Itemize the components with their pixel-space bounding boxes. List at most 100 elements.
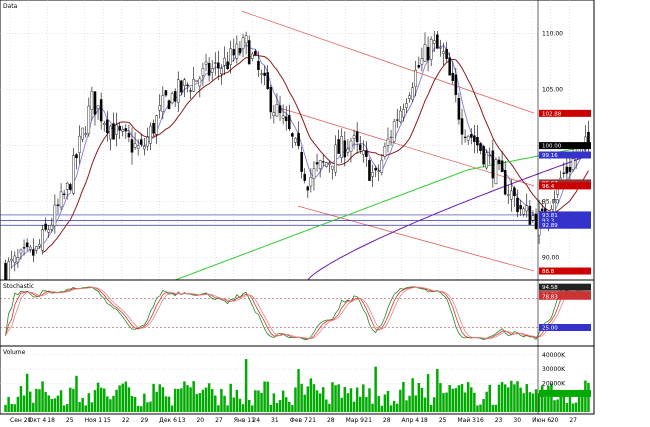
candle-body [217, 62, 220, 69]
stochastic-marker-label: 78.83 [542, 294, 558, 300]
candle-body [343, 140, 347, 158]
candle-body [377, 170, 381, 172]
candle-body [121, 128, 125, 132]
x-tick-label: Сен 20 [10, 417, 32, 424]
candle-body [281, 115, 285, 119]
volume-bar [383, 394, 387, 412]
stochastic-marker-label: 25.00 [542, 326, 558, 332]
volume-bar [53, 398, 57, 412]
volume-bar [343, 386, 347, 412]
candle-body [380, 159, 384, 173]
volume-bar [257, 390, 260, 412]
price-marker-box [539, 142, 591, 150]
volume-bar [399, 389, 402, 412]
volume-bar [112, 395, 115, 412]
candle-body [445, 48, 448, 59]
volume-bar [195, 394, 198, 412]
volume-bar [565, 403, 569, 412]
volume-bar [479, 404, 482, 412]
candle-body [124, 128, 128, 132]
candle-body [47, 229, 51, 233]
candle-body [180, 80, 183, 93]
candle-body [81, 127, 84, 140]
stochastic-lines [5, 285, 589, 341]
price-marker-label: 92.89 [542, 223, 558, 229]
candle-body [473, 135, 476, 142]
candle-body [451, 72, 455, 81]
volume-bar [494, 404, 498, 412]
candle-body [497, 159, 501, 164]
candle-body [479, 143, 482, 151]
volume-bar [500, 382, 504, 412]
volume-bar [309, 378, 313, 412]
volume-bar [235, 389, 239, 412]
candle-body [454, 74, 458, 95]
volume-bar [328, 403, 331, 412]
x-tick-label: Ноя 1 [85, 417, 103, 424]
volume-bar [544, 397, 547, 412]
x-tick-label: 31 [271, 417, 279, 424]
volume-tick-label: 20000K [542, 380, 566, 387]
volume-bar [75, 375, 78, 412]
x-tick-label: 21 [364, 417, 372, 424]
candle-body [106, 119, 109, 134]
candle-body [146, 136, 149, 147]
volume-bar [38, 389, 41, 412]
candle-body [72, 155, 75, 194]
volume-bar [389, 405, 393, 412]
volume-bar [325, 399, 328, 412]
candle-body [149, 125, 152, 144]
stochastic-marker-box [539, 283, 591, 291]
candle-body [59, 191, 63, 208]
x-tick-label: 13 [178, 417, 186, 424]
volume-bar [334, 385, 337, 412]
volume-bar [525, 384, 529, 412]
candle-body [223, 57, 226, 66]
volume-bar [241, 404, 245, 412]
volume-bar [436, 369, 439, 412]
candle-body [183, 79, 186, 86]
candle-body [195, 80, 199, 82]
volume-bar [106, 396, 109, 412]
x-tick-label: 25 [66, 417, 74, 424]
x-tick-label: 24 [252, 417, 260, 424]
price-panel-title: Data [3, 3, 18, 10]
candle-body [309, 176, 313, 187]
candle-body [133, 143, 137, 148]
volume-bar [275, 403, 279, 412]
volume-bar [180, 388, 183, 412]
stochastic-line [5, 286, 589, 340]
candle-body [161, 95, 165, 113]
price-tick-label: 105.00 [542, 87, 563, 94]
candle-body [272, 112, 276, 116]
x-tick-label: Май 3 [457, 417, 476, 424]
volume-bar [192, 381, 195, 412]
volume-bar [35, 388, 38, 412]
candle-body [346, 148, 350, 153]
candle-body [78, 135, 81, 153]
candle-body [96, 105, 100, 109]
candle-body [210, 68, 214, 73]
volume-bar [4, 404, 7, 412]
candle-body [152, 122, 155, 134]
volume-bar [198, 393, 202, 412]
moving-average-line [42, 54, 589, 253]
candle-body [247, 40, 251, 65]
volume-bar [170, 405, 174, 412]
x-tick-label: 18 [47, 417, 55, 424]
volume-bar [109, 399, 112, 412]
candle-body [522, 208, 525, 215]
candle-body [7, 261, 10, 281]
candle-body [463, 136, 467, 138]
candle-body [436, 34, 439, 49]
volume-bar [303, 394, 306, 412]
candle-body [331, 165, 334, 170]
volume-bar [411, 378, 414, 412]
stochastic-marker-label: 94.58 [542, 285, 558, 291]
candle-body [506, 194, 510, 196]
candle-body [38, 244, 41, 247]
moving-average-line [175, 145, 589, 281]
moving-average-line [307, 155, 589, 281]
